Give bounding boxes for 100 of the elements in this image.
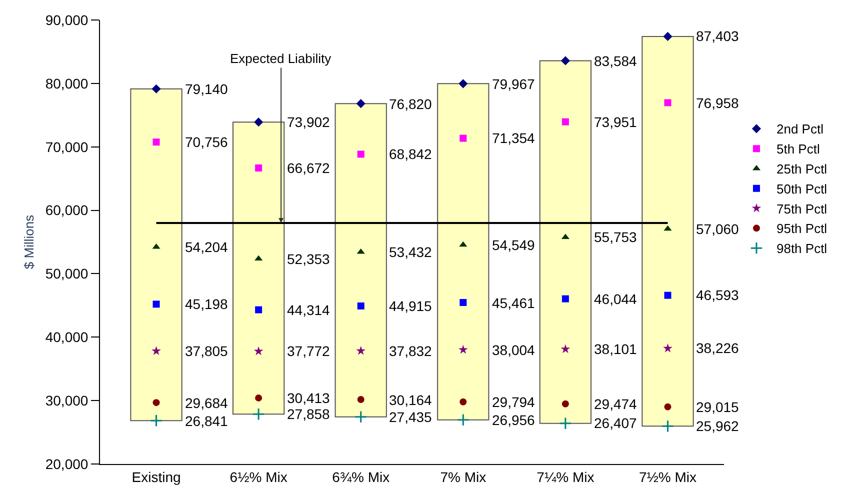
data-label: 29,474 bbox=[594, 396, 638, 412]
data-label: 27,435 bbox=[389, 409, 432, 425]
x-tick-label: Existing bbox=[132, 468, 181, 485]
bar bbox=[539, 60, 592, 424]
y-tick-label: 90,000 bbox=[45, 12, 88, 28]
y-tick-label: 80,000 bbox=[45, 75, 88, 92]
legend-label: 2nd Pctl bbox=[776, 122, 824, 137]
data-label: 55,753 bbox=[594, 229, 638, 245]
legend-label: 98th Pctl bbox=[776, 241, 828, 256]
point bbox=[356, 346, 366, 355]
point bbox=[664, 403, 672, 410]
data-label: 54,204 bbox=[185, 239, 228, 255]
data-label: 52,353 bbox=[287, 251, 330, 267]
point bbox=[152, 399, 160, 406]
point bbox=[254, 346, 264, 356]
point bbox=[663, 344, 672, 352]
data-label: 26,407 bbox=[594, 415, 638, 431]
x-tick-label: 7% Mix bbox=[440, 468, 486, 485]
x-tick-label: 6¾% Mix bbox=[332, 468, 390, 485]
point bbox=[562, 400, 569, 408]
x-tick-label: 6½% Mix bbox=[230, 468, 288, 485]
data-label: 29,015 bbox=[696, 399, 740, 415]
data-label: 73,902 bbox=[287, 114, 330, 130]
data-label: 45,198 bbox=[185, 296, 228, 312]
data-label: 37,832 bbox=[389, 343, 432, 359]
point bbox=[560, 56, 570, 66]
data-label: 37,805 bbox=[185, 343, 228, 359]
data-label: 29,794 bbox=[492, 394, 536, 410]
y-axis-title: $ Millions bbox=[21, 214, 36, 270]
point bbox=[354, 410, 368, 424]
point bbox=[458, 344, 468, 354]
point bbox=[152, 346, 161, 356]
legend-label: 95th Pctl bbox=[776, 221, 828, 236]
data-label: 45,461 bbox=[492, 295, 536, 311]
bar bbox=[437, 83, 490, 420]
data-label: 46,593 bbox=[696, 287, 740, 303]
point bbox=[460, 299, 467, 306]
data-label: 30,164 bbox=[389, 392, 432, 408]
data-label: 29,684 bbox=[185, 395, 228, 411]
data-label: 46,044 bbox=[594, 291, 638, 307]
point bbox=[152, 138, 160, 146]
point bbox=[150, 414, 163, 427]
data-label: 71,354 bbox=[492, 130, 536, 146]
legend-label: 25th Pctl bbox=[776, 162, 828, 177]
bar bbox=[642, 36, 694, 427]
legend-label: 5th Pctl bbox=[776, 142, 820, 157]
point bbox=[562, 295, 569, 302]
point bbox=[456, 414, 470, 426]
ref-line-label: Expected Liability bbox=[230, 51, 332, 66]
point bbox=[252, 408, 265, 421]
y-tick-label: 60,000 bbox=[45, 202, 88, 218]
point bbox=[356, 99, 366, 108]
point bbox=[254, 255, 263, 261]
data-label: 38,004 bbox=[492, 342, 536, 358]
data-label: 73,951 bbox=[594, 114, 638, 130]
point bbox=[255, 306, 262, 314]
data-label: 37,772 bbox=[287, 343, 330, 359]
point bbox=[356, 248, 365, 254]
data-label: 38,226 bbox=[696, 340, 740, 356]
data-label: 44,915 bbox=[389, 298, 432, 314]
data-label: 30,413 bbox=[287, 390, 330, 406]
data-label: 79,140 bbox=[185, 81, 228, 97]
y-tick-label: 40,000 bbox=[45, 329, 88, 346]
data-label: 68,842 bbox=[389, 146, 432, 162]
legend-label: 50th Pctl bbox=[776, 181, 828, 196]
y-tick-label: 50,000 bbox=[45, 266, 88, 282]
point bbox=[458, 79, 468, 88]
x-tick-label: 7¼% Mix bbox=[536, 468, 594, 485]
point bbox=[460, 134, 467, 142]
point bbox=[663, 32, 672, 42]
data-label: 76,958 bbox=[696, 95, 740, 111]
point bbox=[664, 99, 672, 106]
bar bbox=[232, 122, 285, 415]
data-label: 76,820 bbox=[389, 96, 432, 112]
data-label: 26,956 bbox=[492, 412, 536, 428]
point bbox=[664, 292, 672, 299]
point bbox=[255, 164, 262, 172]
data-label: 79,967 bbox=[492, 76, 536, 92]
y-tick-label: 70,000 bbox=[45, 138, 88, 155]
point bbox=[661, 420, 674, 433]
data-label: 44,314 bbox=[287, 302, 330, 318]
point bbox=[357, 302, 364, 310]
point bbox=[560, 344, 570, 354]
point bbox=[664, 225, 672, 231]
point bbox=[460, 398, 467, 406]
point bbox=[152, 84, 161, 94]
point bbox=[459, 241, 468, 247]
y-tick-label: 30,000 bbox=[45, 392, 88, 408]
data-label: 25,962 bbox=[696, 418, 740, 434]
data-label: 57,060 bbox=[696, 221, 740, 237]
point bbox=[255, 394, 262, 402]
data-label: 54,549 bbox=[492, 237, 536, 253]
data-label: 53,432 bbox=[389, 244, 432, 260]
legend-label: 75th Pctl bbox=[776, 201, 828, 216]
data-label: 70,756 bbox=[185, 134, 228, 150]
data-label: 38,101 bbox=[594, 341, 638, 357]
point bbox=[357, 396, 364, 404]
data-label: 26,841 bbox=[185, 413, 228, 429]
point bbox=[254, 118, 264, 127]
point bbox=[559, 417, 572, 430]
